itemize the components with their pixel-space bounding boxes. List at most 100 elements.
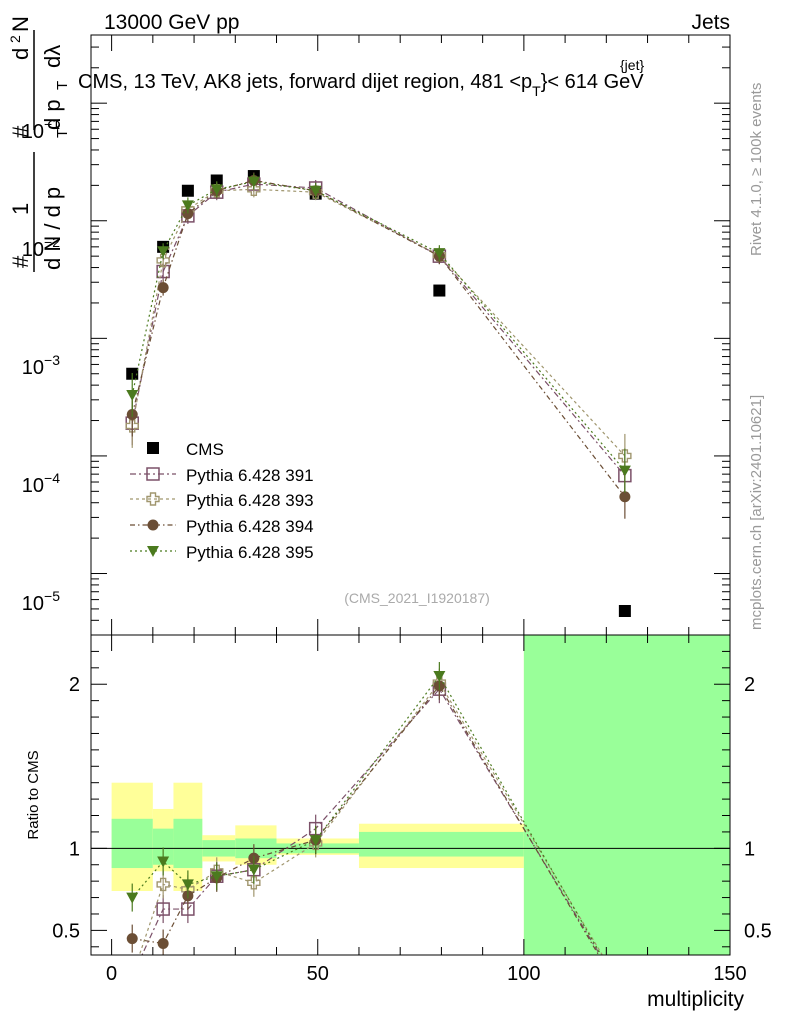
ylabel-hash1: # (8, 255, 33, 268)
data-point-0-3 (210, 174, 223, 187)
ylabel-d2n: d (8, 48, 33, 60)
data-point-4-1 (157, 246, 170, 258)
ylabel-t3: T (54, 81, 71, 90)
data-point-4-2 (181, 200, 194, 212)
ratio-point-2-0 (126, 933, 138, 945)
ratio-band-inner-0 (111, 818, 153, 869)
plot-title-main: CMS, 13 TeV, AK8 jets, forward dijet reg… (78, 71, 532, 93)
series-line-2 (131, 188, 626, 457)
ratio-plot-frame (90, 634, 731, 956)
header-right: Jets (691, 11, 730, 34)
ratio-point-3-2 (181, 879, 194, 891)
ylabel-hash2: # (8, 125, 33, 138)
ratio-point-3-1 (157, 856, 170, 868)
ratio-line-3 (131, 674, 602, 955)
ratio-ytick-label-right-1: 1 (744, 838, 755, 860)
ratio-point-0-1 (156, 902, 170, 916)
legend-label-393: Pythia 6.428 393 (186, 491, 314, 510)
ytick-label-1e-1: 10−1 (22, 116, 60, 143)
analysis-watermark: (CMS_2021_I1920187) (344, 590, 490, 606)
ratio-clipped-group (91, 635, 730, 955)
ratio-band-inner-1 (152, 828, 174, 865)
data-point-4-4 (247, 176, 260, 188)
ratio-ytick-label-left-2: 2 (69, 674, 80, 696)
ratio-point-1-1 (156, 877, 170, 892)
ratio-xtick-label-0: 0 (106, 963, 117, 985)
main-y-ticks: 10−5 10−4 10−3 10−2 10−1 (22, 116, 60, 615)
data-point-4-3 (210, 184, 223, 196)
ylabel-t1: T (54, 129, 71, 138)
series-line-1 (131, 183, 626, 477)
ylabel-sq: 2 (7, 35, 23, 43)
ratio-point-2-1 (157, 938, 169, 950)
ratio-band-inner-6 (358, 831, 524, 857)
legend-marker-2 (146, 492, 160, 506)
ratio-point-1-4 (247, 876, 261, 890)
data-point-3-1 (157, 282, 169, 294)
main-panel: CMS, 13 TeV, AK8 jets, forward dijet reg… (7, 16, 731, 636)
legend-label-391: Pythia 6.428 391 (186, 466, 314, 485)
plot-title-subscript: T (532, 83, 541, 99)
legend: CMS Pythia 6.428 391 Pythia 6.428 393 Py… (130, 440, 314, 562)
ratio-panel: 0 50 100 150 0.5 0.5 1 1 2 2 Ratio to CMS multipl… (25, 634, 772, 1011)
ratio-ylabel: Ratio to CMS (25, 750, 42, 839)
data-point-2-1 (156, 253, 170, 268)
data-point-4-7 (618, 465, 631, 477)
ratio-xtick-label-150: 150 (713, 963, 746, 985)
main-ylabel: # 1 d N / d p T # d 2 N d p T dλ (7, 16, 71, 272)
ylabel-dlambda: dλ (40, 45, 65, 68)
ylabel-dn: d N / d p (40, 187, 65, 270)
ratio-xtick-label-50: 50 (307, 963, 329, 985)
ratio-plot-contents: 0 50 100 150 0.5 0.5 1 1 2 2 (52, 635, 772, 985)
ratio-ytick-label-right-0.5: 0.5 (744, 920, 772, 942)
legend-marker-0 (147, 442, 159, 454)
data-point-2-7 (618, 449, 632, 463)
ratio-line-2 (132, 684, 600, 955)
ratio-ytick-label-left-0.5: 0.5 (52, 920, 80, 942)
legend-label-394: Pythia 6.428 394 (186, 517, 314, 536)
ratio-ytick-label-right-2: 2 (744, 674, 755, 696)
series-line-4 (131, 181, 626, 472)
ratio-band-inner-7 (523, 635, 730, 955)
ratio-xtick-label-100: 100 (507, 963, 540, 985)
data-point-3-2 (182, 208, 194, 220)
legend-label-395: Pythia 6.428 395 (186, 543, 314, 562)
legend-marker-1 (146, 467, 160, 481)
legend-marker-3 (147, 519, 159, 531)
data-point-0-6 (433, 284, 446, 297)
ytick-label-1e-5: 10−5 (22, 588, 60, 615)
header-left: 13000 GeV pp (104, 11, 239, 34)
ytick-label-1e-3: 10−3 (22, 352, 60, 379)
plot-title-end: }< 614 GeV (541, 71, 645, 93)
mcplots-source-label: mcplots.cern.ch [arXiv:2401.10621] (748, 395, 765, 630)
main-plot-contents (91, 35, 731, 636)
data-point-4-5 (309, 185, 322, 197)
ratio-point-3-3 (210, 871, 223, 883)
ratio-point-3-4 (247, 864, 260, 876)
ylabel-n: N (8, 16, 33, 32)
data-point-4-0 (126, 389, 139, 401)
plot-title-superscript: {jet} (620, 57, 644, 73)
data-point-2-0 (125, 419, 139, 433)
ratio-ytick-label-left-1: 1 (69, 838, 80, 860)
data-point-2-4 (247, 182, 261, 197)
ratio-point-3-6 (433, 671, 446, 683)
ratio-line-1 (138, 681, 603, 955)
ratio-point-3-0 (126, 892, 139, 904)
ylabel-dp: d p (40, 99, 65, 130)
data-point-3-7 (619, 491, 631, 503)
ytick-label-1e-4: 10−4 (22, 470, 60, 497)
x-axis-label: multiplicity (647, 988, 744, 1011)
ratio-point-3-5 (309, 835, 322, 847)
data-point-0-7 (618, 604, 631, 617)
data-point-4-6 (433, 248, 446, 260)
legend-marker-4 (147, 546, 159, 557)
rivet-version-label: Rivet 4.1.0, ≥ 100k events (748, 83, 765, 256)
plot-title: CMS, 13 TeV, AK8 jets, forward dijet reg… (78, 71, 644, 99)
ratio-band-inner-2 (173, 818, 203, 869)
data-point-0-2 (181, 184, 194, 197)
legend-label-cms: CMS (186, 440, 224, 459)
ylabel-one: 1 (8, 203, 33, 215)
ytick-label-1e-2: 10−2 (22, 234, 60, 261)
